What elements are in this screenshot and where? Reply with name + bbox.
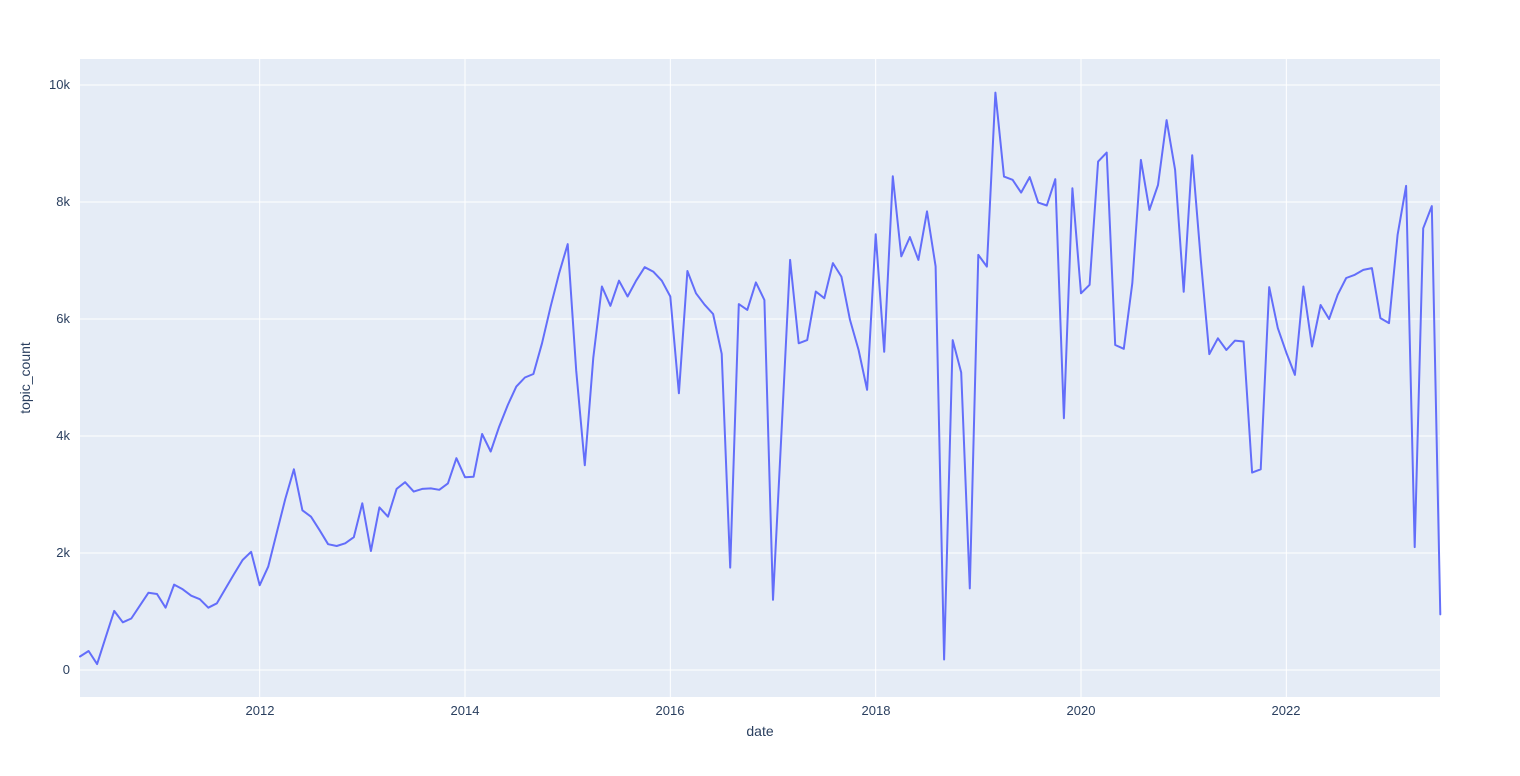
y-tick-6k: 6k (56, 311, 70, 326)
y-axis-title: topic_count (17, 342, 33, 414)
y-tick-8k: 8k (56, 194, 70, 209)
topic-count-line (79, 91, 1442, 666)
x-tick-2016: 2016 (655, 703, 685, 718)
plot-background (80, 59, 1440, 697)
x-tick-2014: 2014 (450, 703, 480, 718)
x-tick-2012: 2012 (245, 703, 275, 718)
x-tick-2022: 2022 (1271, 703, 1301, 718)
x-axis-title: date (746, 723, 774, 739)
x-tick-2020: 2020 (1066, 703, 1096, 718)
y-tick-10k: 10k (49, 77, 70, 92)
x-tick-2018: 2018 (861, 703, 891, 718)
y-tick-4k: 4k (56, 428, 70, 443)
y-tick-0: 0 (62, 662, 70, 677)
y-tick-2k: 2k (56, 545, 70, 560)
